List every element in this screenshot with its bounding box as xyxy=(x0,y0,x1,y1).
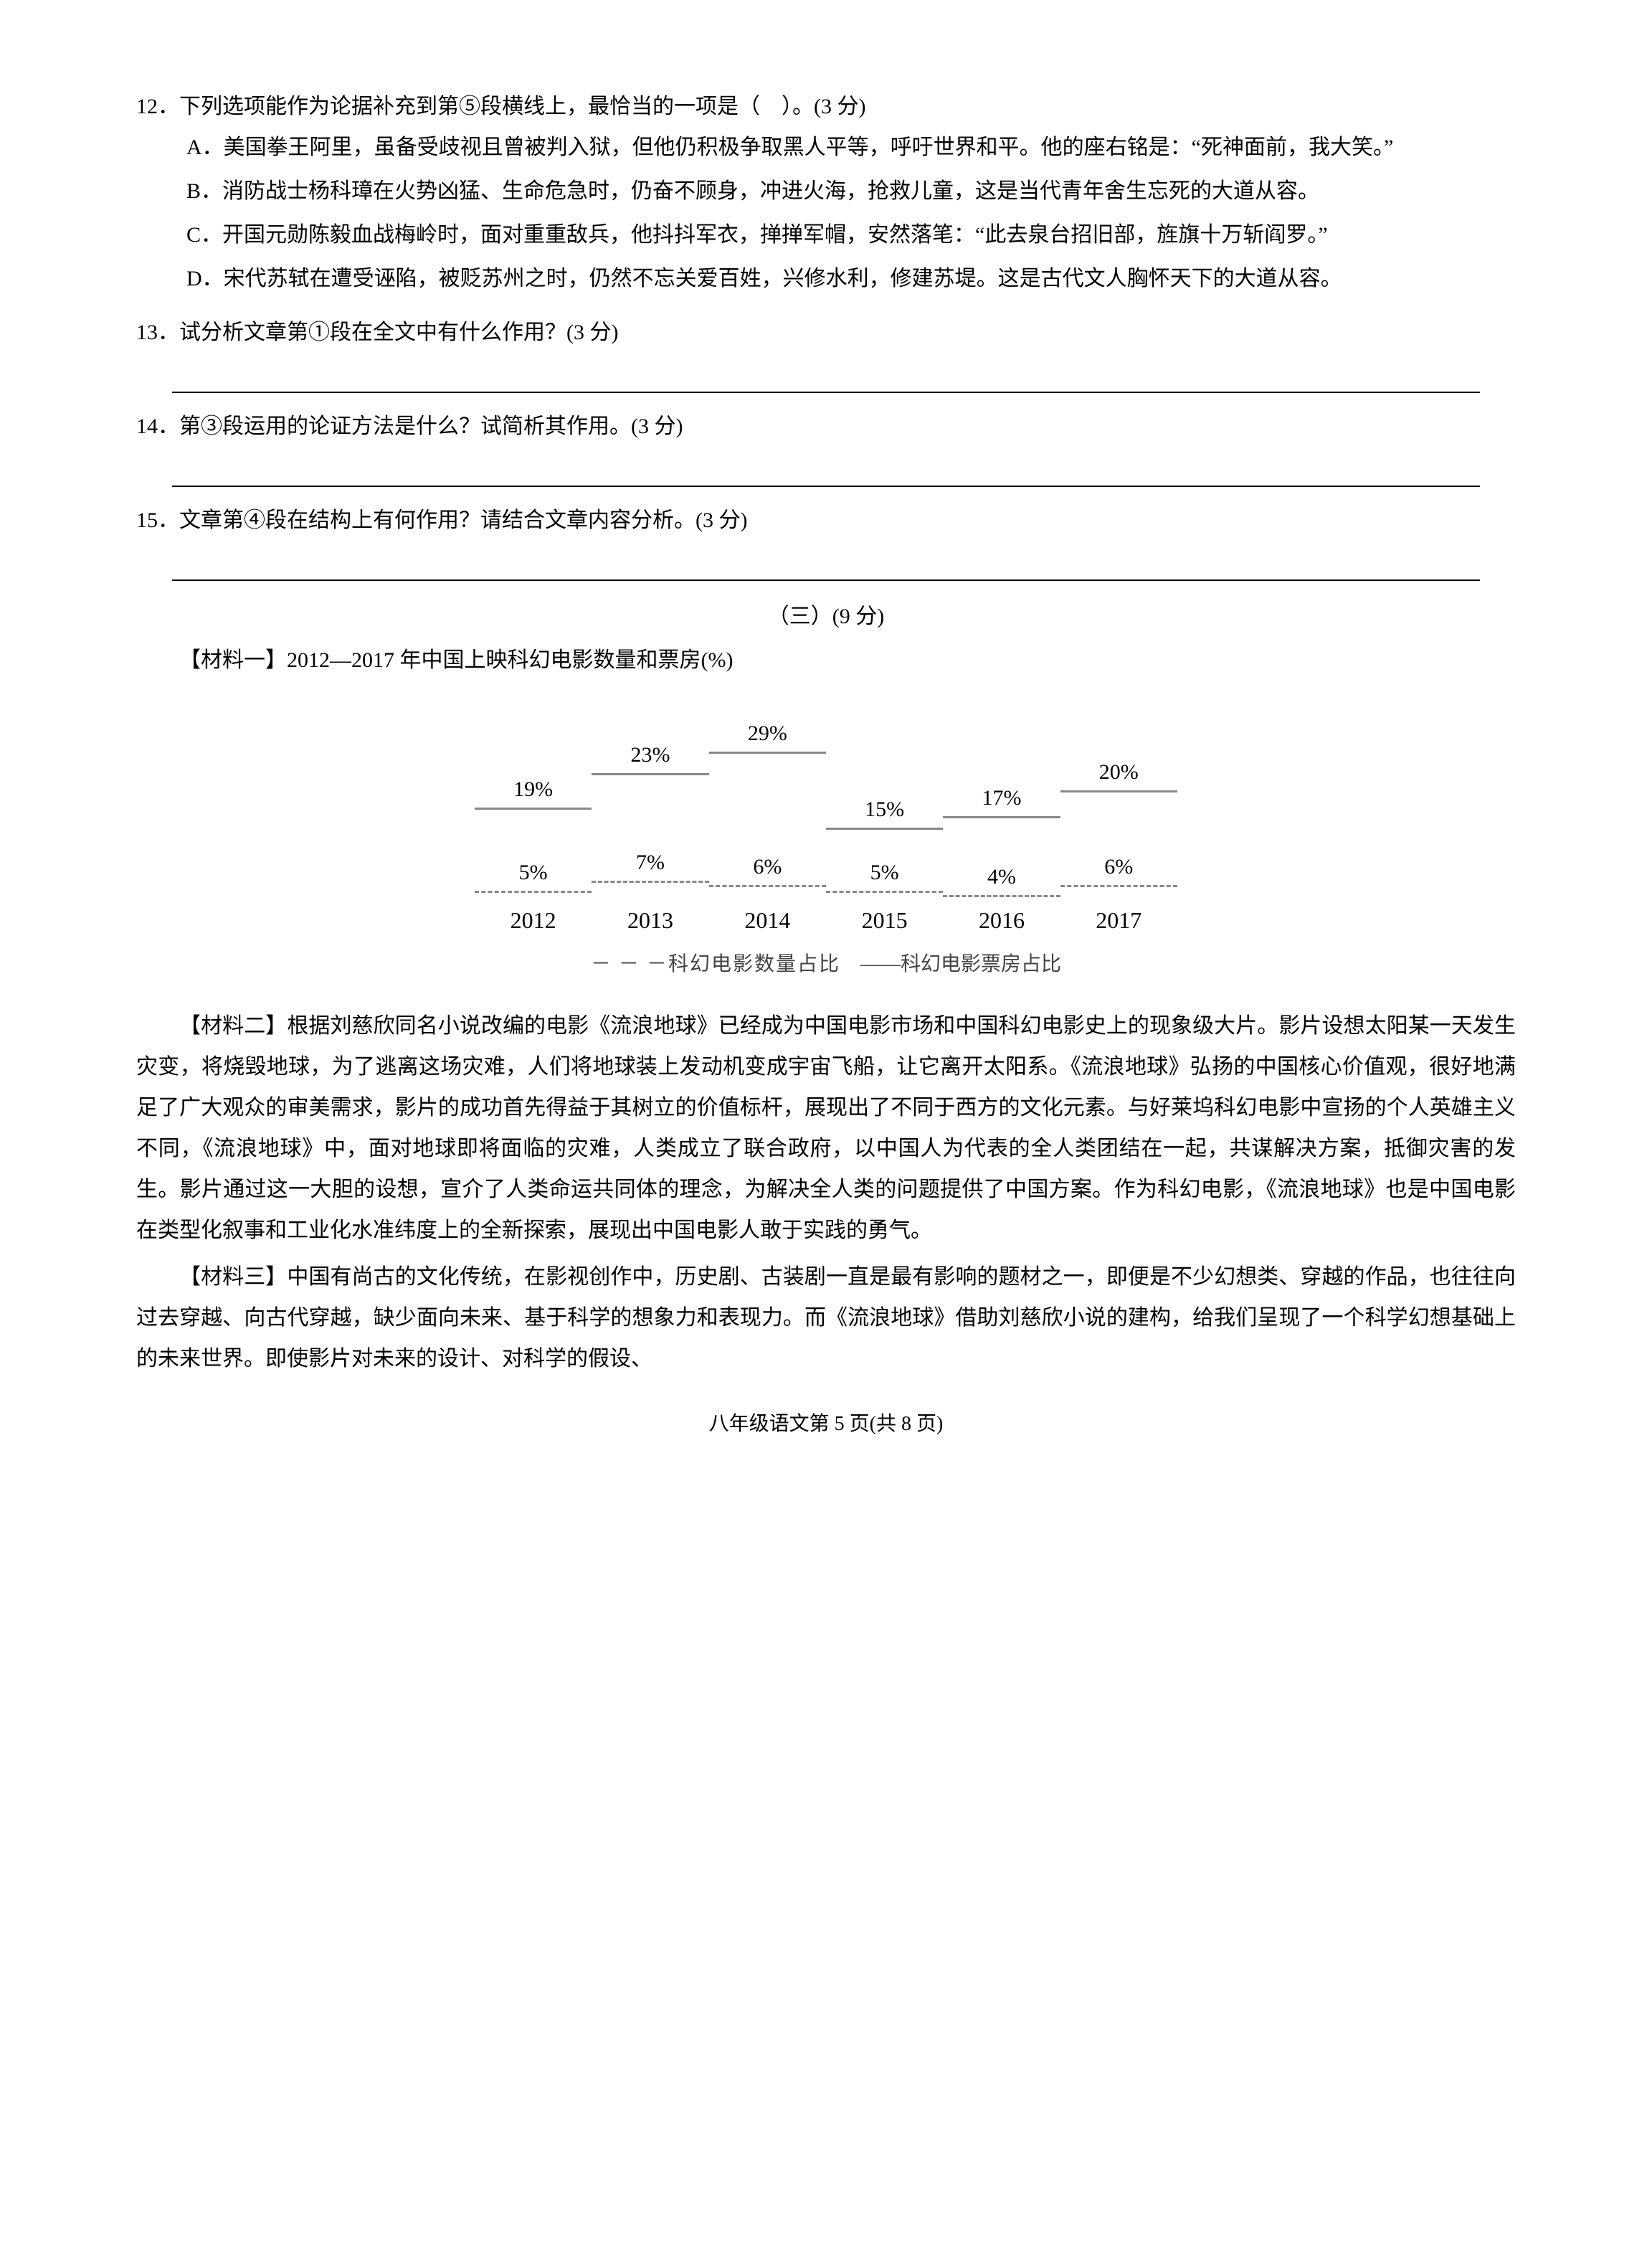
year-2017: 2017 xyxy=(1060,907,1177,934)
cnt-2013: 7% xyxy=(592,851,708,883)
cnt-2012: 5% xyxy=(475,861,592,893)
q12-number: 12． xyxy=(136,86,179,127)
option-d: D． 宋代苏轼在遭受诬陷，被贬苏州之时，仍然不忘关爱百姓，兴修水利，修建苏堤。这… xyxy=(186,258,1516,299)
cnt-2016: 4% xyxy=(943,865,1060,897)
q12-options: A． 美国拳王阿里，虽备受歧视且曾被判入狱，但他仍积极争取黑人平等，呼吁世界和平… xyxy=(136,127,1516,299)
year-2015: 2015 xyxy=(826,907,943,934)
box-office-row: 19% 23% 29% 15% 17% 20% xyxy=(475,702,1177,810)
chart-container: 19% 23% 29% 15% 17% 20% 5% 7% 6% 5% 4% 6… xyxy=(136,702,1516,977)
option-b-text: 消防战士杨科璋在火势凶猛、生命危急时，仍奋不顾身，冲进火海，抢救儿童，这是当代青… xyxy=(222,171,1516,212)
option-c-text: 开国元勋陈毅血战梅岭时，面对重重敌兵，他抖抖军衣，掸掸军帽，安然落笔：“此去泉台… xyxy=(222,214,1516,255)
option-b-letter: B． xyxy=(186,171,222,212)
section-3-header: （三）(9 分) xyxy=(136,598,1516,630)
question-12: 12． 下列选项能作为论据补充到第⑤段横线上，最恰当的一项是（ ）。(3 分) … xyxy=(136,86,1516,299)
legend-count: － － －科幻电影数量占比 xyxy=(591,953,840,975)
bo-2016: 17% xyxy=(943,786,1060,818)
q15-stem: 文章第④段在结构上有何作用？请结合文章内容分析。(3 分) xyxy=(179,500,1516,541)
q15-answer-line xyxy=(172,546,1480,581)
scifi-chart: 19% 23% 29% 15% 17% 20% 5% 7% 6% 5% 4% 6… xyxy=(475,702,1177,977)
year-axis: 2012 2013 2014 2015 2016 2017 xyxy=(475,907,1177,934)
option-a-text: 美国拳王阿里，虽备受歧视且曾被判入狱，但他仍积极争取黑人平等，呼吁世界和平。他的… xyxy=(224,127,1516,168)
bo-2017: 20% xyxy=(1060,760,1177,792)
q14-stem: 第③段运用的论证方法是什么？试简析其作用。(3 分) xyxy=(179,406,1516,447)
cnt-2014: 6% xyxy=(709,855,826,887)
option-b: B． 消防战士杨科璋在火势凶猛、生命危急时，仍奋不顾身，冲进火海，抢救儿童，这是… xyxy=(186,171,1516,212)
option-c: C． 开国元勋陈毅血战梅岭时，面对重重敌兵，他抖抖军衣，掸掸军帽，安然落笔：“此… xyxy=(186,214,1516,255)
chart-legend: － － －科幻电影数量占比 ——科幻电影票房占比 xyxy=(475,948,1177,977)
bo-2012: 19% xyxy=(475,777,592,810)
material-1-label: 【材料一】2012—2017 年中国上映科幻电影数量和票房(%) xyxy=(136,640,1516,681)
year-2016: 2016 xyxy=(943,907,1060,934)
year-2012: 2012 xyxy=(475,907,592,934)
option-a-letter: A． xyxy=(186,127,224,168)
material-3-text: 【材料三】中国有尚古的文化传统，在影视创作中，历史剧、古装剧一直是最有影响的题材… xyxy=(136,1257,1516,1379)
option-a: A． 美国拳王阿里，虽备受歧视且曾被判入狱，但他仍积极争取黑人平等，呼吁世界和平… xyxy=(186,127,1516,168)
cnt-2015: 5% xyxy=(826,861,943,893)
q14-answer-line xyxy=(172,453,1480,487)
material-2-text: 【材料二】根据刘慈欣同名小说改编的电影《流浪地球》已经成为中国电影市场和中国科幻… xyxy=(136,1005,1516,1251)
year-2013: 2013 xyxy=(592,907,708,934)
year-2014: 2014 xyxy=(709,907,826,934)
q12-stem: 下列选项能作为论据补充到第⑤段横线上，最恰当的一项是（ ）。(3 分) xyxy=(179,86,1516,127)
q13-number: 13． xyxy=(136,312,179,353)
count-row: 5% 7% 6% 5% 4% 6% xyxy=(475,841,1177,893)
option-d-letter: D． xyxy=(186,258,224,299)
q15-number: 15． xyxy=(136,500,179,541)
q13-stem: 试分析文章第①段在全文中有什么作用？(3 分) xyxy=(179,312,1516,353)
cnt-2017: 6% xyxy=(1060,855,1177,887)
legend-boxoffice: ——科幻电影票房占比 xyxy=(860,953,1061,975)
q13-answer-line xyxy=(172,359,1480,393)
bo-2014: 29% xyxy=(709,721,826,754)
bo-2015: 15% xyxy=(826,798,943,830)
question-15: 15． 文章第④段在结构上有何作用？请结合文章内容分析。(3 分) xyxy=(136,500,1516,581)
bo-2013: 23% xyxy=(592,743,708,775)
question-14: 14． 第③段运用的论证方法是什么？试简析其作用。(3 分) xyxy=(136,406,1516,487)
option-d-text: 宋代苏轼在遭受诬陷，被贬苏州之时，仍然不忘关爱百姓，兴修水利，修建苏堤。这是古代… xyxy=(224,258,1516,299)
q14-number: 14． xyxy=(136,406,179,447)
question-13: 13． 试分析文章第①段在全文中有什么作用？(3 分) xyxy=(136,312,1516,393)
page-footer: 八年级语文第 5 页(共 8 页) xyxy=(136,1408,1516,1437)
option-c-letter: C． xyxy=(186,214,222,255)
